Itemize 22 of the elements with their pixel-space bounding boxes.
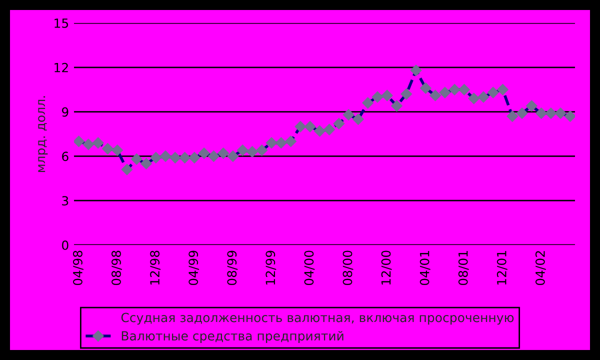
x-tick-label: 08/99 <box>227 250 238 286</box>
x-tick-label: 12/00 <box>381 250 392 285</box>
text: Ссудная задолженность валютная, включая просроченную <box>121 312 514 325</box>
x-tick-label: 04/01 <box>420 251 430 286</box>
x-tick-label: 04/02 <box>535 251 546 286</box>
x-tick-label: 12/98 <box>150 250 161 285</box>
x-tick-label: 04/99 <box>188 250 200 286</box>
x-tick-label: 12/99 <box>266 250 276 285</box>
x-tick-label: 08/98 <box>112 250 122 286</box>
x-tick-label: 08/01 <box>458 251 469 286</box>
y-tick-label: 15 <box>54 18 68 28</box>
y-axis-title: млрд. долл. <box>38 96 48 172</box>
y-tick-label: 3 <box>62 196 68 206</box>
y-tick-label: 6 <box>62 152 68 162</box>
y-tick-label: 12 <box>54 62 68 72</box>
y-tick-label: 0 <box>62 240 68 250</box>
x-tick-label: 08/00 <box>342 250 354 286</box>
y-tick-label: 9 <box>62 107 68 117</box>
x-tick-label: 12/01 <box>496 251 508 285</box>
legend-label: Валютные средства предприятий <box>122 330 344 343</box>
x-tick-label: 04/00 <box>304 250 315 286</box>
x-tick-label: 04/98 <box>72 250 84 286</box>
